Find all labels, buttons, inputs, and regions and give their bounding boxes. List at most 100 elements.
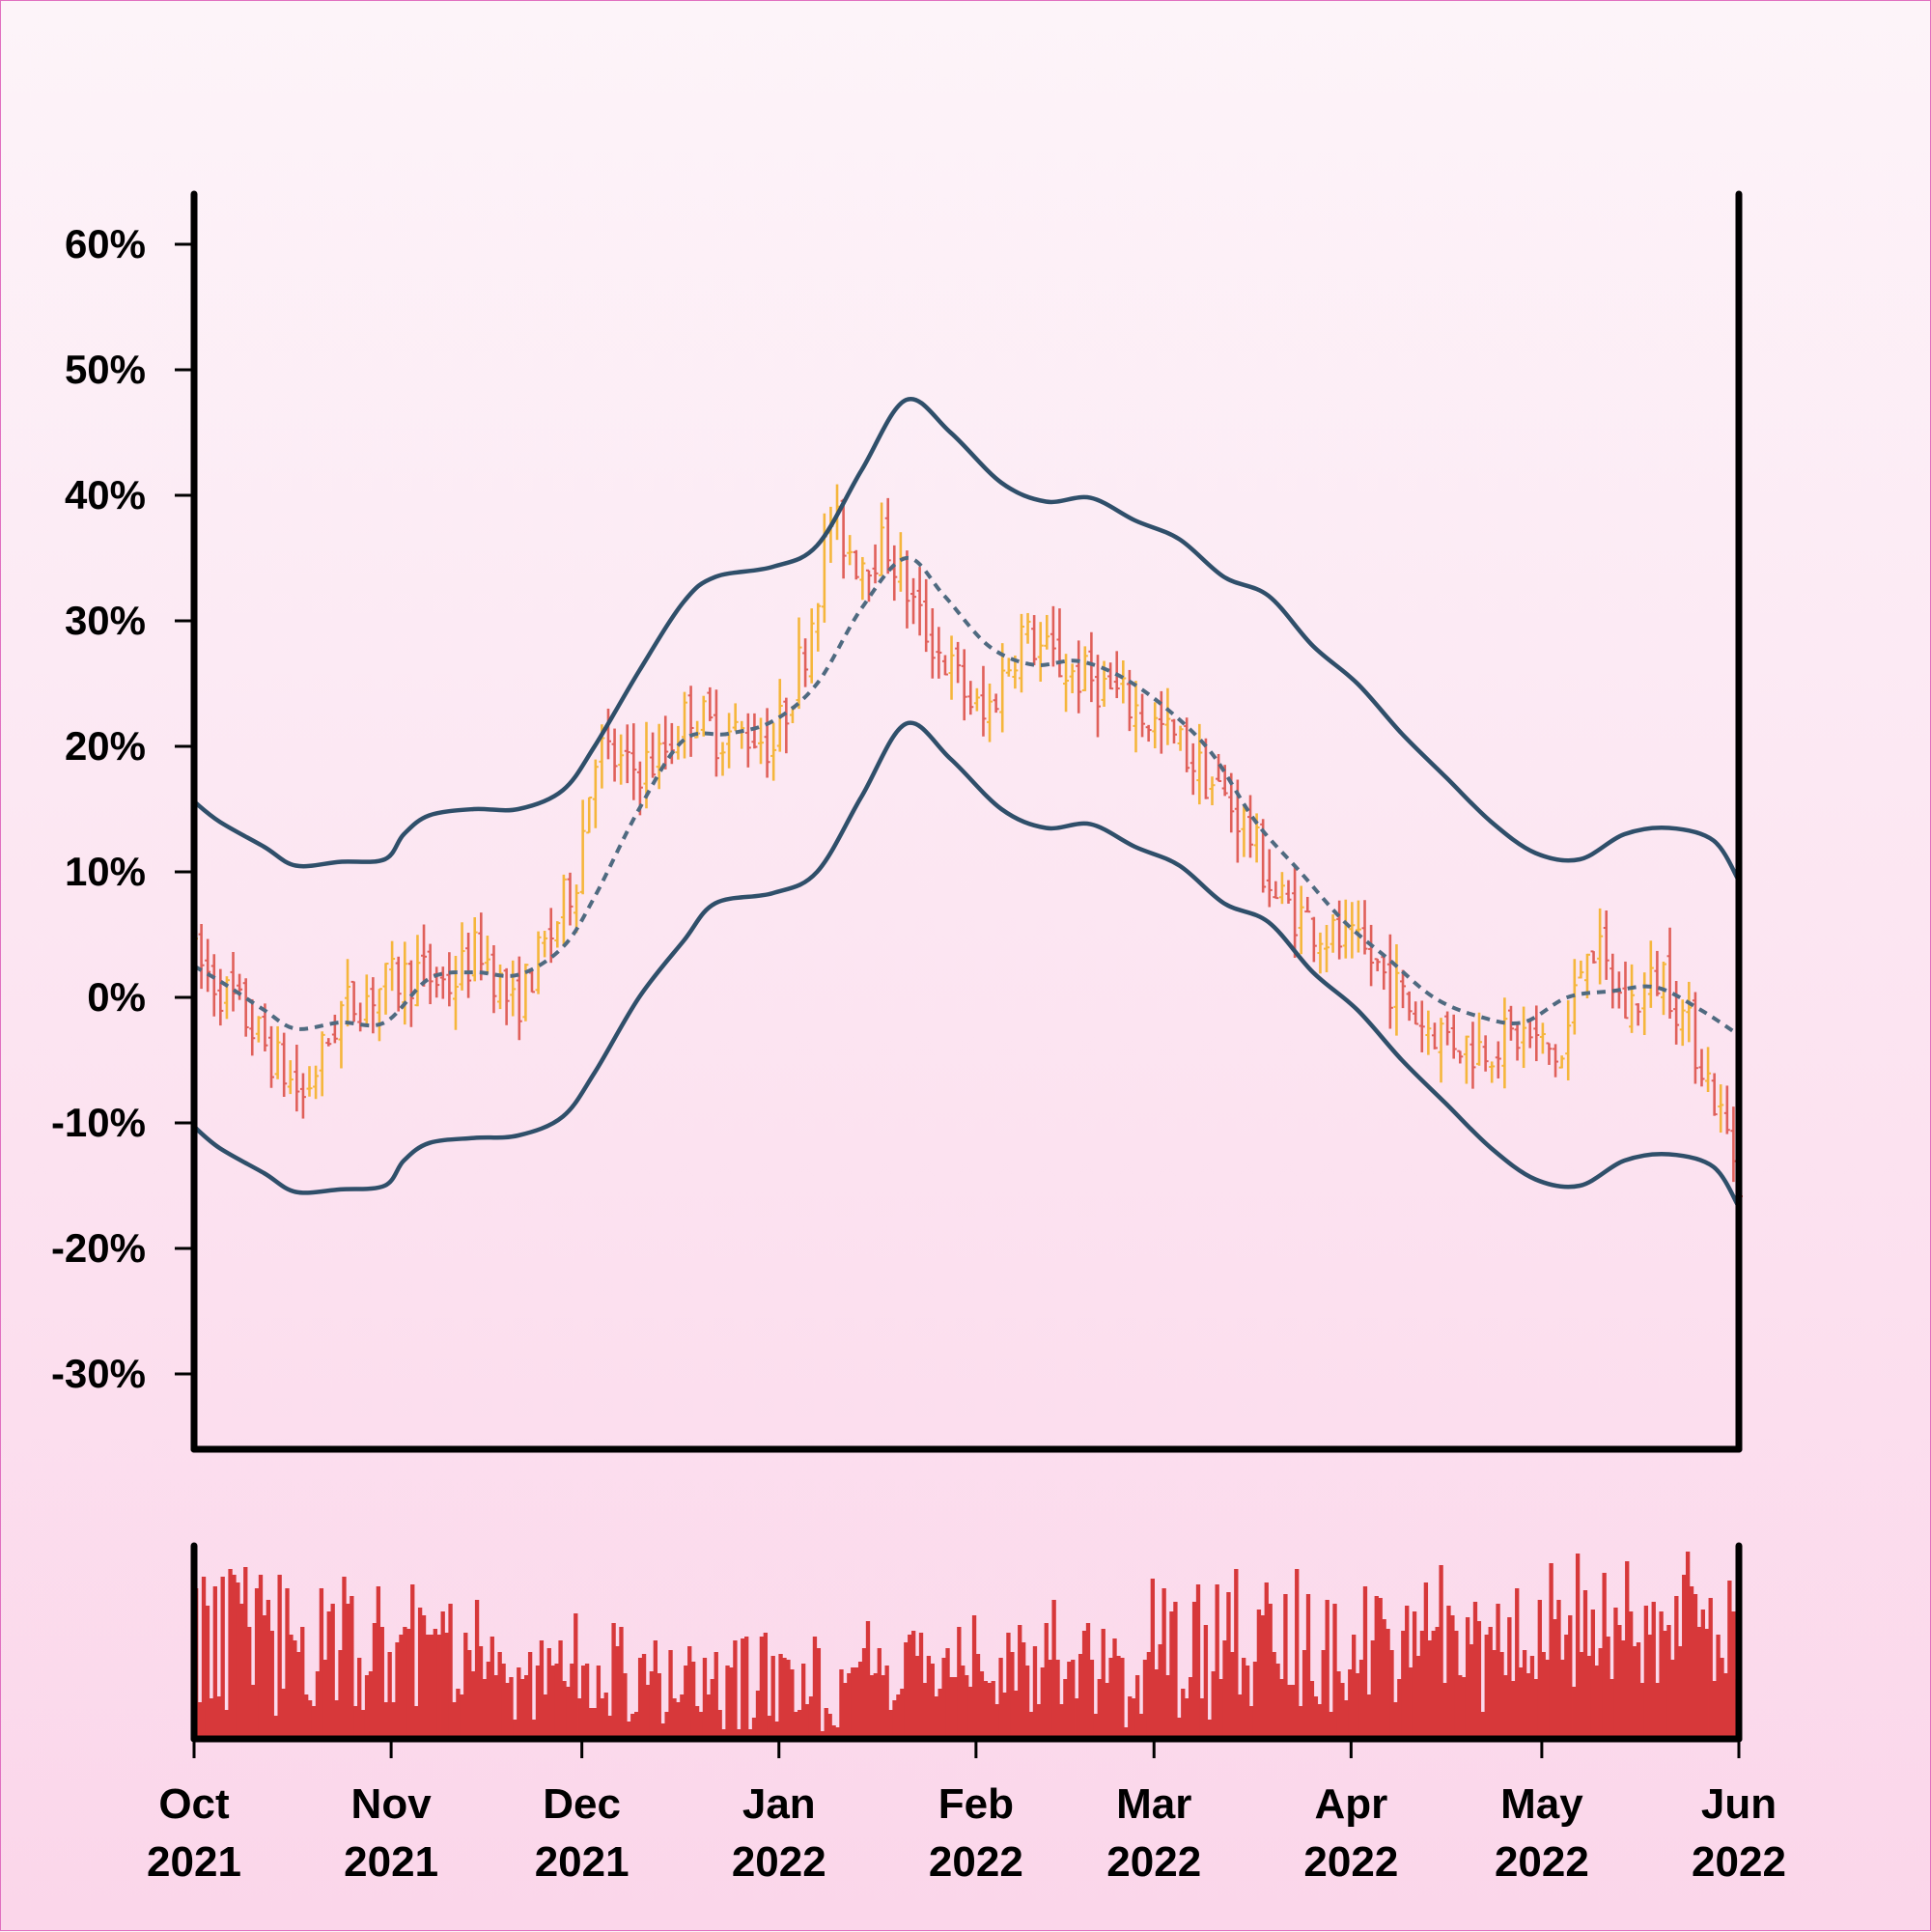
volume-bar xyxy=(417,1608,423,1739)
ohlc-bar xyxy=(1718,1084,1724,1134)
volume-bar xyxy=(1393,1702,1398,1739)
volume-bar xyxy=(1397,1679,1402,1739)
volume-bar xyxy=(615,1646,620,1739)
ohlc-bar xyxy=(1666,927,1673,1020)
ohlc-bar xyxy=(439,966,446,999)
volume-bar xyxy=(1720,1658,1724,1739)
volume-bar xyxy=(611,1623,616,1739)
ohlc-bar xyxy=(490,945,497,1014)
volume-bar xyxy=(820,1731,825,1739)
volume-bar xyxy=(998,1658,1003,1739)
ohlc-bar xyxy=(1241,805,1247,857)
ohlc-bar xyxy=(719,742,726,776)
ohlc-bar xyxy=(434,966,440,998)
ohlc-bar xyxy=(516,956,522,1041)
volume-bar xyxy=(546,1648,551,1739)
ohlc-bar xyxy=(345,959,351,1027)
volume-bar xyxy=(425,1635,431,1739)
ohlc-bar xyxy=(1495,1041,1501,1078)
volume-bar xyxy=(926,1656,932,1739)
ohlc-bar xyxy=(281,1032,288,1098)
ohlc-bar xyxy=(1063,654,1070,713)
volume-bar xyxy=(436,1635,441,1739)
volume-bar xyxy=(1173,1602,1178,1739)
ohlc-bar xyxy=(1317,932,1324,974)
volume-bar xyxy=(1682,1575,1687,1739)
volume-bar xyxy=(1124,1727,1129,1739)
volume-bar xyxy=(1048,1660,1052,1739)
volume-bar xyxy=(247,1627,252,1739)
volume-bar xyxy=(509,1677,514,1739)
volume-bar xyxy=(1165,1675,1170,1739)
ohlc-bar xyxy=(758,717,765,765)
volume-bar xyxy=(737,1729,742,1739)
volume-bar xyxy=(243,1567,248,1739)
volume-bar xyxy=(744,1637,749,1739)
ohlc-bar xyxy=(732,703,739,731)
x-tick-label-year: 2022 xyxy=(1303,1838,1398,1886)
volume-bar xyxy=(1415,1656,1421,1739)
volume-bar xyxy=(1674,1596,1679,1739)
volume-bar xyxy=(1476,1621,1482,1739)
volume-bar xyxy=(1021,1642,1026,1739)
volume-bar xyxy=(1568,1615,1573,1739)
volume-bar xyxy=(1541,1652,1546,1739)
volume-bar xyxy=(346,1604,350,1739)
ohlc-bar xyxy=(1609,953,1616,1009)
volume-bar xyxy=(543,1694,548,1739)
ohlc-bar xyxy=(389,940,396,992)
ohlc-bar xyxy=(1024,612,1031,644)
ohlc-bar xyxy=(459,922,465,991)
volume-bar xyxy=(755,1691,761,1739)
ohlc-bar xyxy=(503,967,510,1025)
volume-bar xyxy=(668,1650,673,1739)
volume-bar xyxy=(1560,1660,1565,1739)
ohlc-bar xyxy=(446,952,453,1007)
volume-bar xyxy=(1268,1604,1273,1739)
ohlc-bar xyxy=(1107,662,1114,690)
volume-bar xyxy=(1301,1650,1307,1739)
ohlc-bar xyxy=(1145,724,1152,742)
volume-bar xyxy=(971,1615,977,1739)
ohlc-bar xyxy=(205,938,211,993)
ohlc-bar xyxy=(1196,723,1203,805)
volume-bar xyxy=(1309,1681,1315,1739)
volume-bar xyxy=(1097,1679,1102,1739)
volume-bar xyxy=(698,1712,704,1739)
volume-bar xyxy=(1352,1635,1357,1739)
volume-bar xyxy=(945,1648,950,1739)
volume-bar xyxy=(637,1658,643,1739)
x-tick-label-month: May xyxy=(1500,1780,1583,1828)
ohlc-bar xyxy=(656,723,662,790)
ohlc-bar xyxy=(478,912,485,981)
ohlc-bar xyxy=(1463,1035,1469,1084)
x-tick-label-month: Oct xyxy=(158,1780,230,1828)
volume-bar xyxy=(493,1675,498,1739)
ohlc-bar xyxy=(796,617,802,710)
ohlc-bar xyxy=(1705,1047,1712,1092)
x-tick-label-year: 2022 xyxy=(1106,1838,1201,1886)
volume-bar xyxy=(975,1654,981,1739)
volume-bar xyxy=(1602,1573,1607,1739)
volume-bar xyxy=(254,1588,260,1739)
ohlc-bar xyxy=(1216,753,1222,782)
volume-bar xyxy=(429,1635,434,1739)
volume-bar xyxy=(1336,1671,1341,1739)
volume-bar xyxy=(1492,1650,1497,1739)
ohlc-bar xyxy=(1069,663,1076,694)
volume-bar xyxy=(1515,1588,1520,1739)
volume-bar xyxy=(1150,1579,1155,1739)
volume-bar xyxy=(1480,1712,1486,1739)
volume-bar xyxy=(1329,1712,1333,1739)
ohlc-bar xyxy=(1031,615,1038,666)
volume-bar xyxy=(1067,1662,1072,1739)
ohlc-bar xyxy=(217,968,224,1026)
ohlc-bar xyxy=(1641,972,1648,1035)
volume-bar xyxy=(1298,1706,1303,1739)
ohlc-bar xyxy=(987,683,993,742)
volume-bar xyxy=(1105,1683,1109,1739)
ohlc-bar xyxy=(936,627,942,679)
volume-bar xyxy=(478,1646,484,1739)
ohlc-bar xyxy=(560,874,567,947)
